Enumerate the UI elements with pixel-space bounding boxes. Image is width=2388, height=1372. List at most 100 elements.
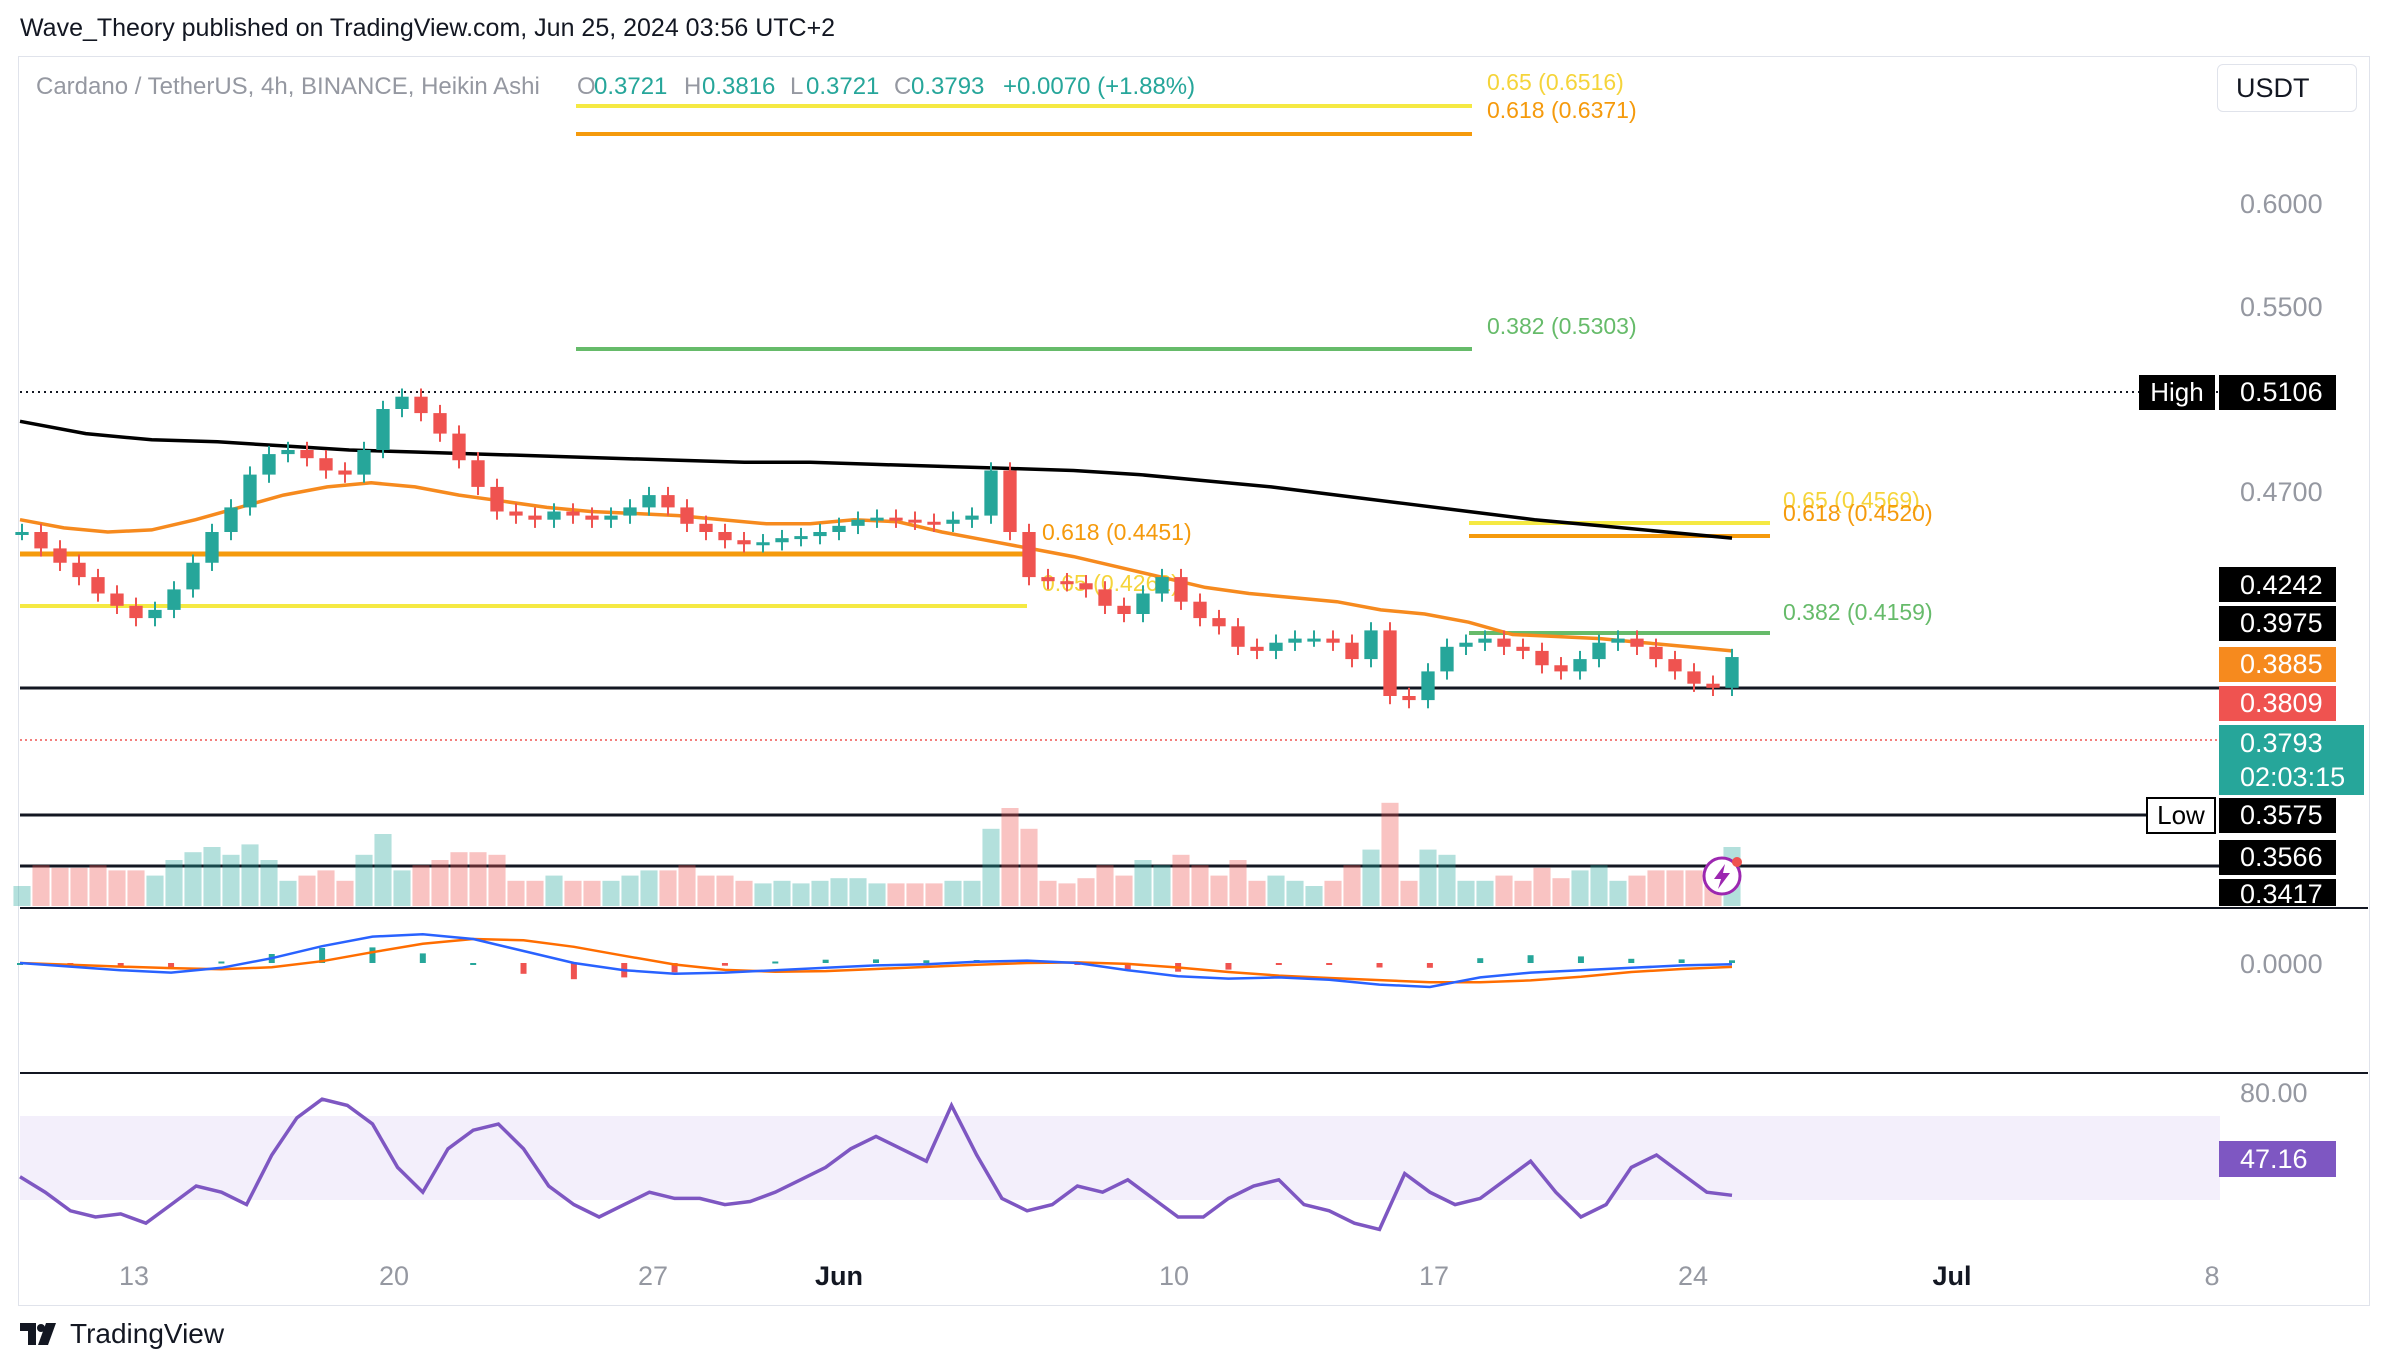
candle[interactable]: [585, 515, 599, 520]
candle[interactable]: [34, 532, 48, 549]
macd-line[interactable]: [19, 932, 1733, 989]
candle[interactable]: [72, 562, 86, 578]
candle[interactable]: [1383, 630, 1397, 696]
candle[interactable]: [224, 507, 238, 532]
candle[interactable]: [1212, 618, 1226, 627]
price-axis[interactable]: 0.6000 0.5500 0.4700 0.0000 80.00: [2240, 189, 2323, 1108]
candle[interactable]: [1516, 646, 1530, 651]
candle[interactable]: [1098, 589, 1112, 606]
candle[interactable]: [1421, 671, 1435, 701]
candle[interactable]: [1440, 646, 1454, 672]
macd-signal-line[interactable]: [19, 937, 1733, 984]
horizontal-lines[interactable]: [20, 391, 2220, 868]
candle[interactable]: [889, 517, 903, 521]
rsi-line[interactable]: [19, 1097, 1733, 1232]
candle[interactable]: [1003, 470, 1017, 533]
candle[interactable]: [15, 532, 29, 535]
candle[interactable]: [1250, 646, 1264, 651]
candle[interactable]: [338, 470, 352, 475]
candle[interactable]: [908, 519, 922, 523]
candle[interactable]: [1725, 657, 1739, 688]
candle[interactable]: [718, 532, 732, 541]
candle[interactable]: [623, 507, 637, 516]
candle[interactable]: [186, 562, 200, 590]
fib-levels[interactable]: 0.65 (0.6516) 0.618 (0.6371) 0.382 (0.53…: [20, 69, 1933, 635]
candle[interactable]: [1041, 577, 1055, 582]
candle[interactable]: [661, 495, 675, 508]
candle[interactable]: [1554, 665, 1568, 672]
candle[interactable]: [167, 589, 181, 610]
candle[interactable]: [680, 507, 694, 524]
candle[interactable]: [1269, 642, 1283, 651]
candle[interactable]: [91, 577, 105, 594]
candle[interactable]: [642, 495, 656, 508]
candle[interactable]: [794, 536, 808, 540]
candle[interactable]: [490, 486, 504, 512]
candle[interactable]: [984, 470, 998, 516]
candle[interactable]: [870, 517, 884, 521]
candle[interactable]: [1535, 650, 1549, 666]
candle[interactable]: [319, 458, 333, 471]
candle[interactable]: [395, 396, 409, 409]
candle[interactable]: [471, 460, 485, 487]
candle[interactable]: [1326, 638, 1340, 643]
candle[interactable]: [1630, 638, 1644, 647]
candle[interactable]: [1174, 577, 1188, 602]
candle[interactable]: [1478, 638, 1492, 643]
ema200-line[interactable]: [19, 419, 1733, 540]
candle[interactable]: [1136, 593, 1150, 615]
candle[interactable]: [1060, 581, 1074, 585]
candle[interactable]: [129, 605, 143, 619]
candle[interactable]: [547, 511, 561, 520]
candle[interactable]: [376, 409, 390, 450]
candle[interactable]: [509, 511, 523, 516]
candle[interactable]: [1402, 696, 1416, 701]
candle[interactable]: [262, 454, 276, 475]
candle[interactable]: [566, 511, 580, 516]
candle[interactable]: [737, 540, 751, 545]
candle[interactable]: [927, 521, 941, 525]
candle[interactable]: [357, 450, 371, 475]
candles[interactable]: [15, 388, 1739, 709]
candle[interactable]: [148, 609, 162, 619]
candle[interactable]: [1611, 638, 1625, 643]
candle[interactable]: [452, 433, 466, 461]
candle[interactable]: [433, 413, 447, 434]
lightning-icon[interactable]: [1702, 856, 1742, 896]
candle[interactable]: [1497, 638, 1511, 647]
candle[interactable]: [775, 538, 789, 543]
candle[interactable]: [528, 515, 542, 520]
candle[interactable]: [1022, 532, 1036, 578]
candle[interactable]: [205, 532, 219, 563]
candle[interactable]: [1155, 577, 1169, 594]
candle[interactable]: [1345, 642, 1359, 660]
candle[interactable]: [300, 450, 314, 459]
candle[interactable]: [53, 548, 67, 563]
candle[interactable]: [1193, 601, 1207, 619]
candle[interactable]: [1459, 642, 1473, 647]
time-axis[interactable]: 13 20 27 Jun 10 17 24 Jul 8: [119, 1261, 2220, 1291]
footer-brand[interactable]: TradingView: [20, 1318, 224, 1350]
candle[interactable]: [851, 519, 865, 526]
candle[interactable]: [1668, 659, 1682, 672]
candle[interactable]: [1706, 683, 1720, 688]
candle[interactable]: [832, 525, 846, 532]
candle[interactable]: [1687, 671, 1701, 684]
candle[interactable]: [946, 519, 960, 524]
candle[interactable]: [1364, 630, 1378, 660]
candle[interactable]: [1592, 642, 1606, 660]
candle[interactable]: [1117, 605, 1131, 614]
candle[interactable]: [1231, 626, 1245, 647]
candle[interactable]: [965, 515, 979, 520]
candle[interactable]: [813, 532, 827, 537]
candle[interactable]: [1079, 583, 1093, 590]
candle[interactable]: [243, 474, 257, 508]
ema50-line[interactable]: [19, 481, 1733, 653]
currency-button[interactable]: USDT: [2217, 64, 2357, 112]
candle[interactable]: [281, 450, 295, 455]
candle[interactable]: [110, 593, 124, 606]
candle[interactable]: [756, 542, 770, 546]
candle[interactable]: [1288, 638, 1302, 643]
candle[interactable]: [1307, 638, 1321, 642]
